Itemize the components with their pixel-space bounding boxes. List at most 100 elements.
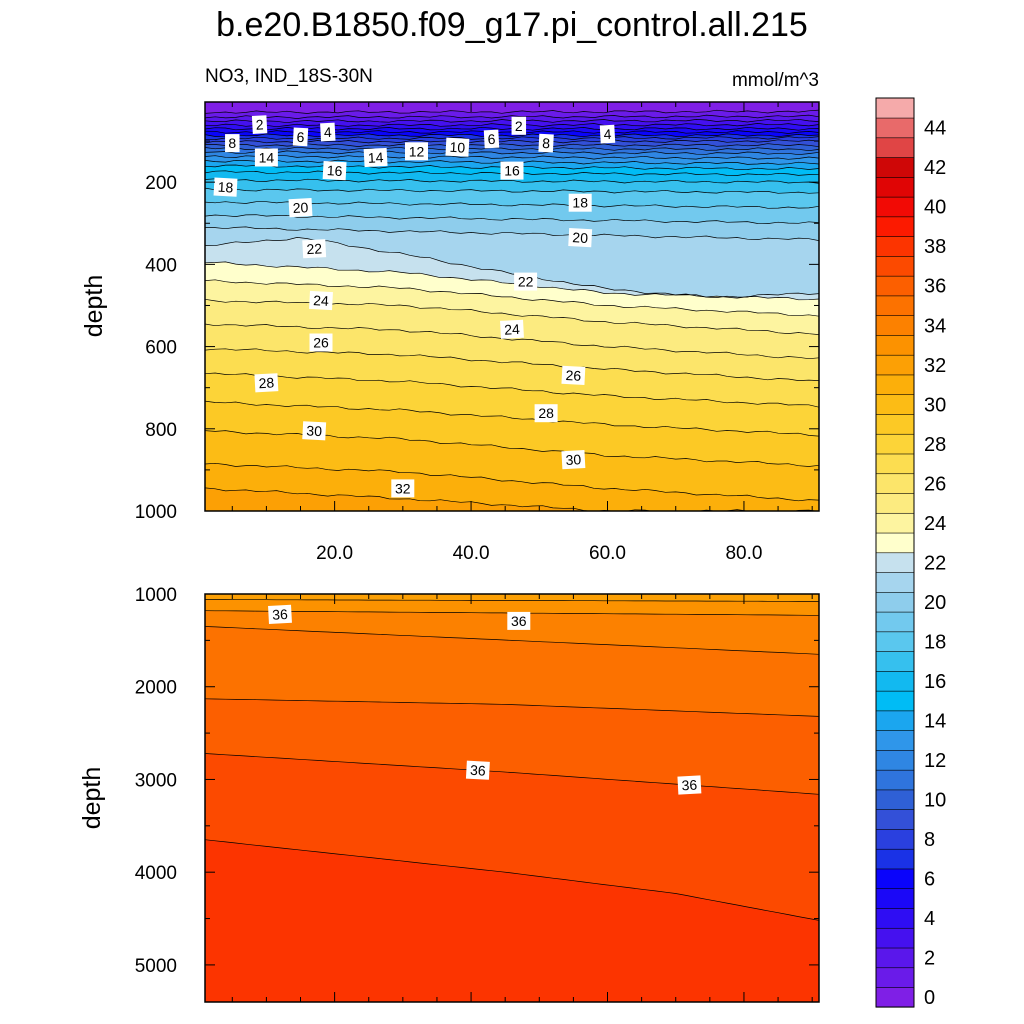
contour-label-box — [320, 122, 336, 142]
band-fill-32 — [205, 487, 817, 511]
colorbar-swatch — [875, 374, 915, 396]
contour-label: 36 — [677, 775, 702, 795]
contour-label: 30 — [561, 450, 586, 470]
contour-label-box — [561, 365, 586, 385]
colorbar-label: 44 — [924, 118, 946, 140]
colorbar-swatch — [875, 611, 915, 633]
colorbar-label: 22 — [924, 552, 946, 574]
contour-label: 6 — [292, 127, 309, 147]
contour-label: 6 — [483, 129, 500, 149]
colorbar-swatch — [875, 670, 915, 692]
y-tick-label: 1000 — [135, 585, 177, 606]
colorbar-swatch — [875, 97, 915, 119]
colorbar-swatch — [875, 828, 915, 850]
colorbar-label: 12 — [924, 750, 946, 772]
contour-label-text: 8 — [542, 135, 551, 151]
contour-label-box — [302, 421, 327, 441]
contour-label-box — [254, 373, 279, 393]
colorbar-swatch — [875, 868, 915, 890]
colorbar: 0246810121416182022242628303234363840424… — [875, 97, 946, 1009]
colorbar-label: 0 — [924, 987, 935, 1009]
contour-label-text: 36 — [470, 762, 487, 779]
contour-label-box — [500, 319, 524, 339]
contour-label: 2 — [511, 116, 527, 135]
contour-label-text: 28 — [258, 374, 275, 391]
colorbar-swatch — [875, 176, 915, 198]
upper-panel-fill — [205, 102, 819, 511]
y-tick-label: 600 — [145, 338, 177, 359]
colorbar-swatch — [875, 888, 915, 909]
contour-line-35 — [205, 626, 819, 655]
contour-label: 18 — [568, 193, 592, 212]
colorbar-swatch — [875, 532, 915, 554]
contour-label-box — [568, 228, 593, 248]
colorbar-swatch — [875, 730, 915, 751]
colorbar-swatch — [875, 433, 915, 455]
contour-label-box — [405, 142, 428, 161]
colorbar-swatch — [875, 809, 915, 830]
contour-label: 18 — [213, 177, 238, 197]
colorbar-swatch — [875, 552, 915, 573]
contour-label: 36 — [465, 760, 490, 780]
contour-label-box — [599, 124, 616, 144]
contour-label-box — [292, 127, 309, 147]
contour-label-text: 8 — [228, 135, 236, 151]
contour-label-box — [268, 604, 292, 624]
contour-label-box — [322, 161, 347, 181]
colorbar-label: 42 — [924, 157, 946, 179]
colorbar-swatch — [875, 255, 915, 277]
colorbar-label: 16 — [924, 671, 946, 693]
contour-label-text: 20 — [292, 199, 309, 216]
colorbar-label: 24 — [924, 513, 946, 535]
lower-panel-frame — [204, 593, 820, 1003]
colorbar-label: 4 — [924, 908, 935, 930]
x-tick-label: 40.0 — [453, 543, 490, 564]
contour-line-22 — [205, 237, 819, 298]
contour-label: 4 — [599, 124, 616, 144]
colorbar-swatch — [875, 137, 915, 158]
contour-label-text: 26 — [565, 367, 582, 384]
contour-label-text: 30 — [565, 451, 582, 468]
contour-label-box — [511, 116, 527, 135]
contour-line-28 — [205, 372, 819, 408]
colorbar-swatch — [875, 907, 915, 929]
colorbar-label: 2 — [924, 948, 935, 970]
contour-label-text: 32 — [395, 480, 411, 496]
contour-line-21 — [205, 226, 819, 241]
y-tick-label: 4000 — [135, 863, 177, 884]
colorbar-label: 30 — [924, 394, 946, 416]
contour-label: 8 — [538, 133, 554, 153]
contour-label: 26 — [309, 333, 333, 352]
contour-label: 36 — [268, 604, 292, 624]
lower-panel-axes: 1000 2000 3000 4000 5000 — [135, 585, 819, 1002]
contour-label: 24 — [309, 290, 333, 311]
contour-label-box — [561, 450, 586, 470]
contour-line-11 — [205, 146, 819, 152]
colorbar-label: 34 — [924, 315, 946, 337]
contour-label-text: 2 — [255, 116, 264, 132]
colorbar-swatch — [875, 156, 915, 178]
lower-panel-contours — [205, 599, 819, 921]
contour-label: 32 — [391, 479, 415, 498]
colorbar-swatch — [875, 512, 915, 534]
contour-label: 14 — [254, 148, 278, 167]
colorbar-swatch — [875, 315, 915, 336]
contour-label: 20 — [288, 198, 313, 218]
y-tick-label: 2000 — [135, 678, 177, 699]
contour-label-box — [538, 133, 554, 153]
contour-label-text: 30 — [306, 422, 323, 439]
lower-panel: 36 36 36 36 1000 2000 3000 4000 5000 depth — [78, 585, 820, 1003]
contour-label-text: 2 — [515, 118, 523, 134]
colorbar-swatch — [875, 354, 915, 376]
contour-label-box — [391, 479, 415, 498]
contour-label: 28 — [534, 404, 558, 423]
colorbar-swatch — [875, 710, 915, 731]
colorbar-label: 14 — [924, 711, 946, 733]
contour-label-text: 4 — [603, 126, 612, 142]
contour-label-box — [363, 147, 388, 168]
contour-label-text: 22 — [518, 274, 534, 290]
colorbar-swatch — [875, 295, 915, 316]
figure-title: b.e20.B1850.f09_g17.pi_control.all.215 — [216, 6, 808, 44]
colorbar-swatch — [875, 947, 915, 969]
